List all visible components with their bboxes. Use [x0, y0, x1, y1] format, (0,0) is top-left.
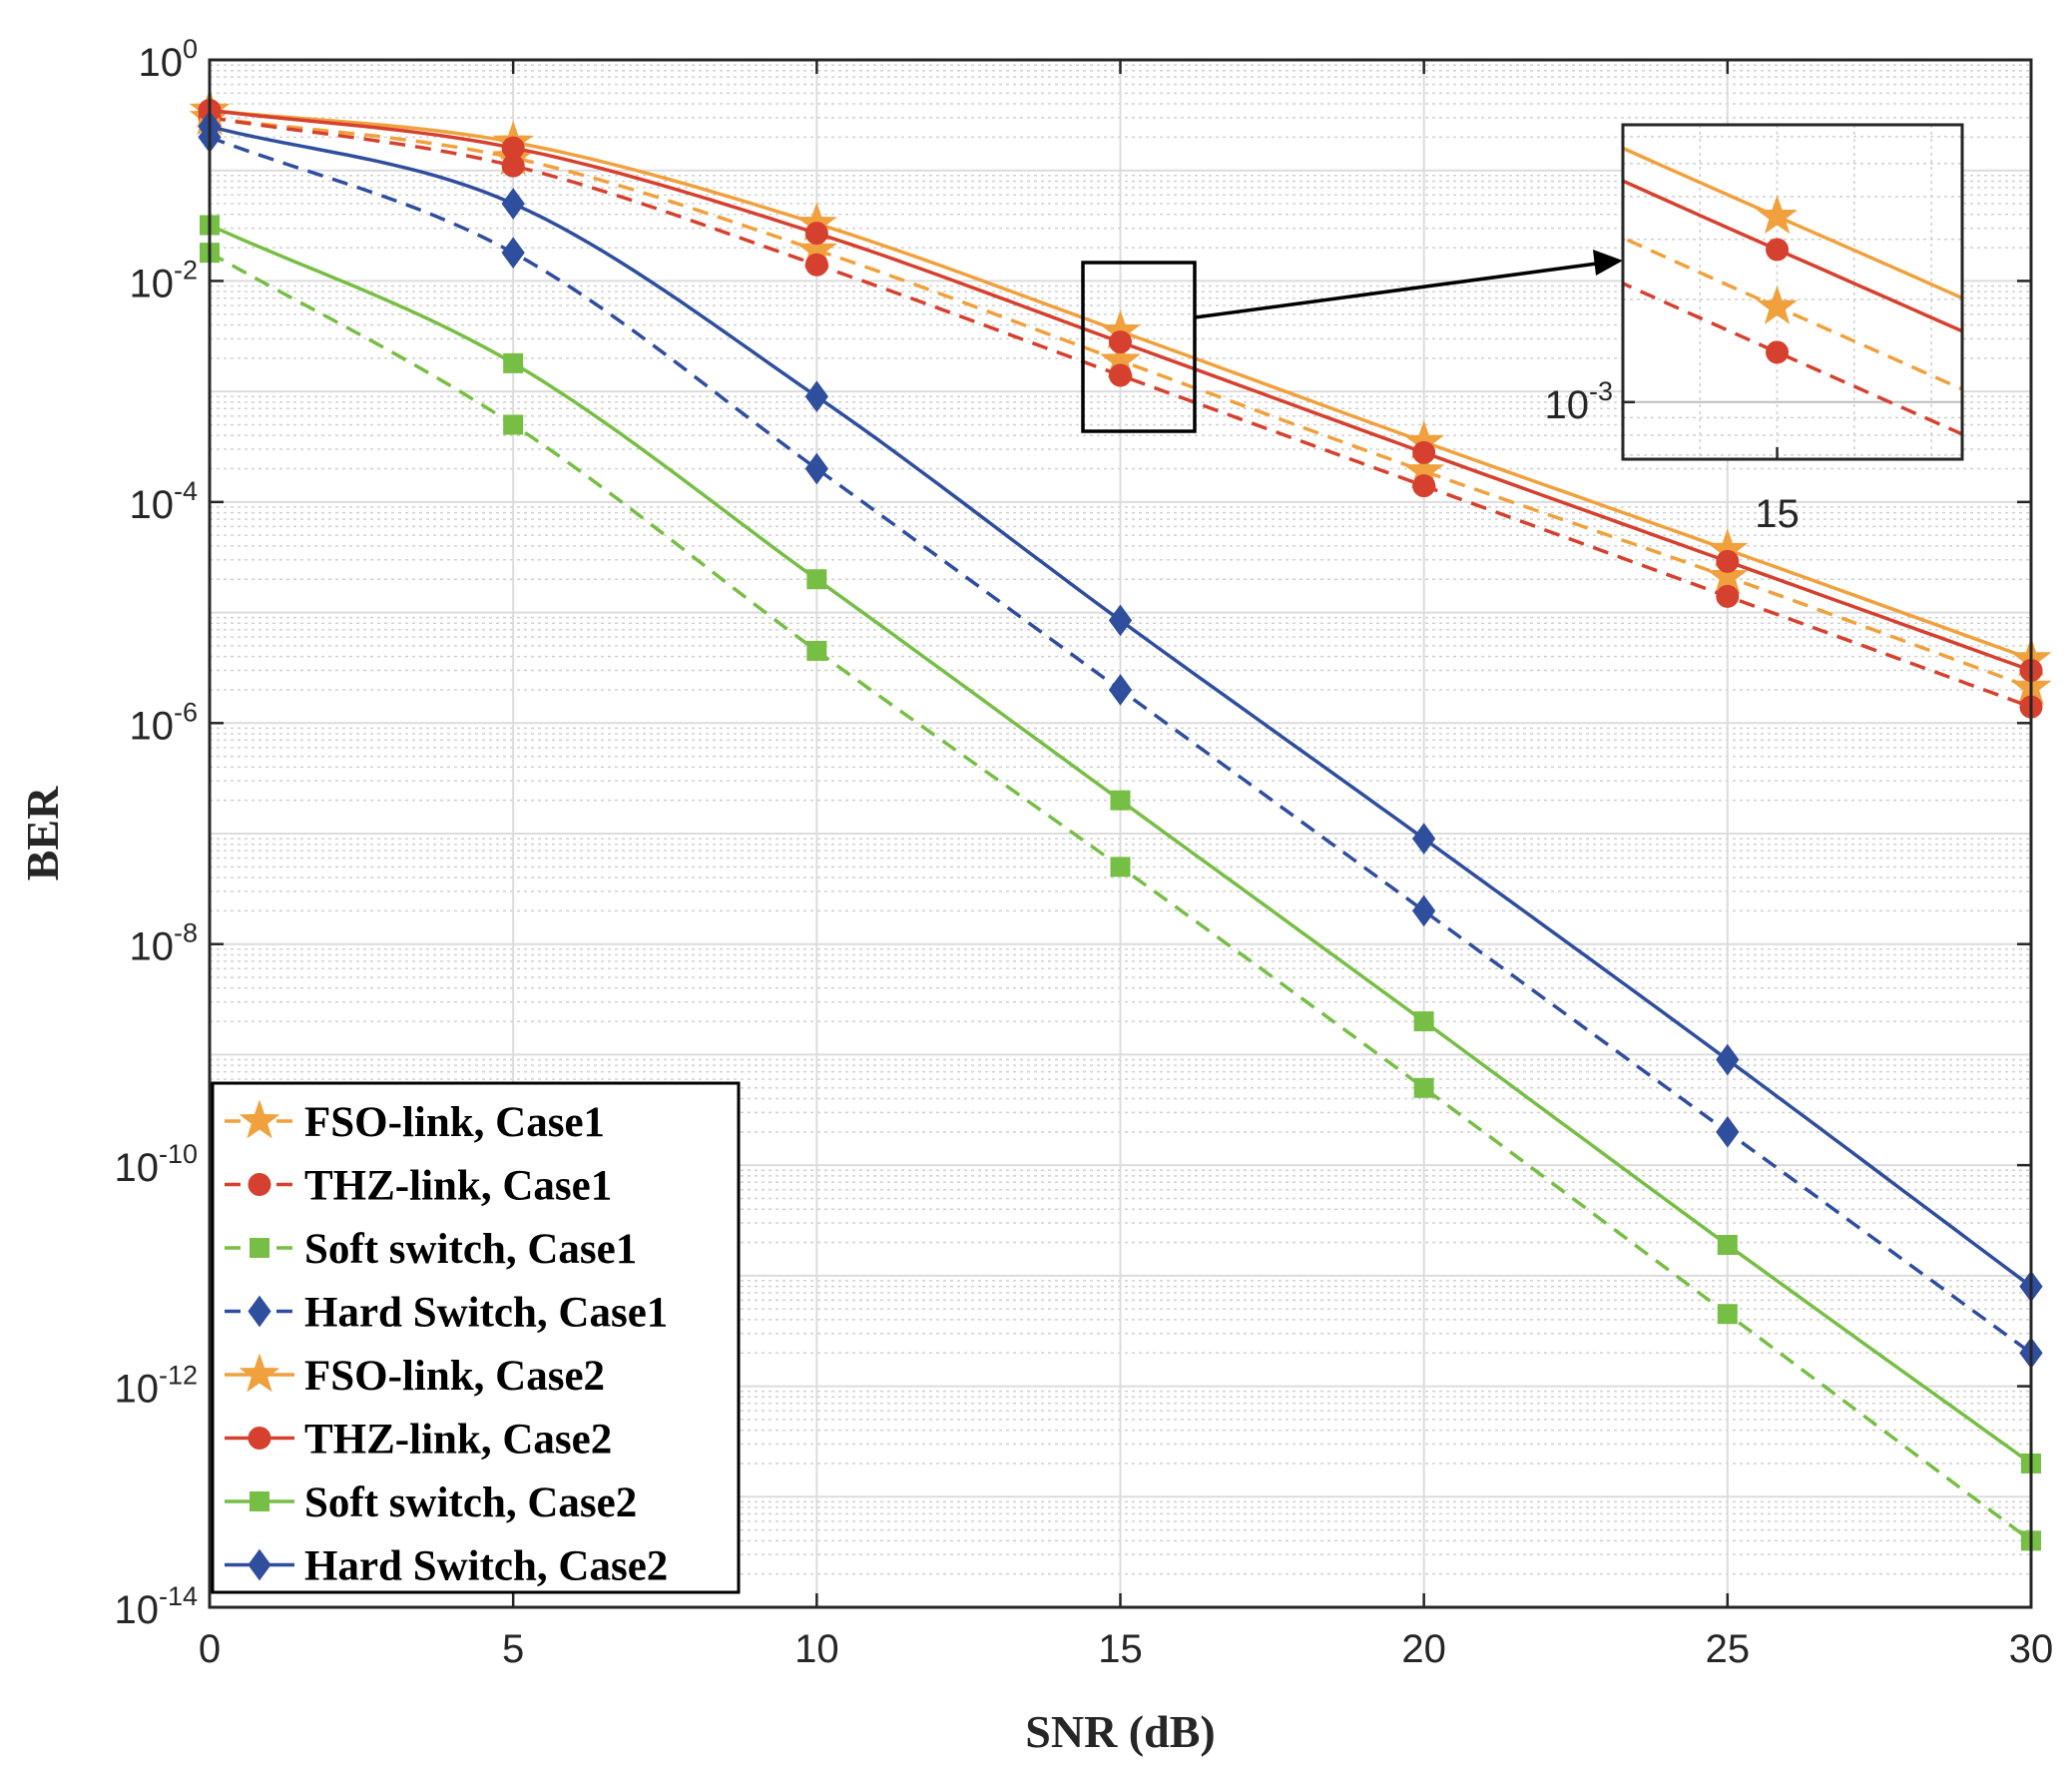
series-layer — [189, 88, 2052, 1551]
inset-frame — [1621, 123, 1964, 461]
circle-marker — [804, 222, 828, 246]
circle-marker — [1716, 549, 1740, 573]
legend-label: Soft switch, Case2 — [304, 1479, 637, 1526]
zoom-indicator — [1081, 250, 1623, 433]
x-tick-label: 10 — [794, 1627, 839, 1671]
circle-marker — [1412, 474, 1436, 498]
diamond-marker — [1412, 894, 1436, 927]
legend-entry: FSO-link, Case2 — [225, 1353, 605, 1400]
diamond-marker — [1716, 1115, 1740, 1148]
legend-entry: Hard Switch, Case2 — [225, 1543, 668, 1590]
legend-entry: FSO-link, Case1 — [225, 1099, 605, 1146]
circle-marker — [1766, 238, 1790, 262]
x-tick-label: 15 — [1098, 1627, 1143, 1671]
circle-marker — [1766, 340, 1790, 364]
circle-marker — [501, 136, 525, 160]
legend-label: THZ-link, Case2 — [304, 1417, 612, 1464]
circle-marker — [1716, 584, 1740, 608]
legend-entry: THZ-link, Case2 — [225, 1417, 612, 1464]
y-tick-label: 10-2 — [129, 255, 198, 305]
diamond-marker — [1108, 604, 1133, 637]
inset-y-tick-label: 10-3 — [1544, 376, 1613, 427]
circle-marker — [1109, 330, 1132, 354]
legend: FSO-link, Case1 THZ-link, Case1 Soft switc… — [211, 1081, 741, 1594]
legend-label: THZ-link, Case1 — [304, 1163, 612, 1210]
inset-series — [1623, 146, 1962, 436]
x-tick-label: 5 — [502, 1627, 524, 1671]
series-thz-link-case2 — [198, 98, 2043, 682]
square-marker — [503, 414, 524, 435]
diamond-marker — [1412, 823, 1436, 855]
square-marker — [1717, 1304, 1738, 1325]
square-marker — [1413, 1011, 1434, 1032]
x-axis-label: SNR (dB) — [1025, 1706, 1215, 1757]
y-tick-label: 10-4 — [129, 476, 198, 527]
square-marker — [503, 352, 524, 373]
legend-entry: THZ-link, Case1 — [225, 1163, 612, 1210]
legend-label: Soft switch, Case1 — [304, 1226, 637, 1273]
diamond-marker — [501, 188, 525, 220]
star-marker — [239, 1099, 280, 1139]
legend-entry: Soft switch, Case1 — [225, 1226, 637, 1273]
x-tick-label: 25 — [1706, 1627, 1751, 1671]
circle-marker — [1412, 440, 1436, 464]
square-marker — [1110, 790, 1131, 811]
y-tick-label: 100 — [138, 34, 198, 85]
square-marker — [806, 569, 827, 590]
zoom-arrow-line — [1194, 262, 1598, 319]
x-axis-ticks: 0 5 10 15 20 25 30 — [199, 60, 2053, 1671]
star-marker — [1757, 285, 1799, 324]
legend-entry: Hard Switch, Case1 — [225, 1290, 668, 1337]
inset-zoom-plot: 15 10-3 — [1544, 123, 1964, 536]
diamond-marker — [248, 1295, 271, 1328]
x-tick-label: 20 — [1401, 1627, 1446, 1671]
star-marker — [1757, 195, 1799, 235]
legend-label: Hard Switch, Case2 — [304, 1543, 668, 1590]
inset-x-tick-label: 15 — [1755, 492, 1800, 536]
series-hard-switch-case2 — [198, 110, 2043, 1303]
y-tick-label: 10-6 — [129, 697, 198, 748]
y-axis-ticks: 100 10-2 10-4 10-6 10-8 10-10 10-12 10-14 — [114, 34, 2031, 1632]
y-tick-label: 10-12 — [114, 1361, 198, 1412]
legend-label: Hard Switch, Case1 — [304, 1290, 668, 1337]
legend-label: FSO-link, Case2 — [304, 1353, 605, 1400]
x-tick-label: 0 — [199, 1627, 221, 1671]
y-tick-label: 10-14 — [114, 1581, 198, 1632]
circle-marker — [248, 1427, 271, 1450]
zoom-box — [1081, 261, 1197, 433]
diamond-marker — [248, 1548, 271, 1581]
diamond-marker — [1108, 674, 1133, 706]
circle-marker — [1109, 363, 1132, 387]
x-tick-label: 30 — [2009, 1627, 2054, 1671]
circle-marker — [248, 1173, 271, 1196]
diamond-marker — [1716, 1043, 1740, 1076]
square-marker — [1110, 857, 1131, 878]
diamond-marker — [501, 237, 525, 270]
y-tick-label: 10-10 — [114, 1139, 198, 1190]
diamond-marker — [804, 452, 828, 485]
star-marker — [239, 1353, 280, 1393]
circle-marker — [804, 253, 828, 277]
series-soft-switch-case2 — [200, 215, 2041, 1474]
square-marker — [250, 1491, 269, 1511]
legend-entry: Soft switch, Case2 — [225, 1479, 637, 1526]
square-marker — [806, 640, 827, 661]
square-marker — [1717, 1234, 1738, 1255]
legend-label: FSO-link, Case1 — [304, 1099, 605, 1146]
square-marker — [250, 1238, 269, 1258]
zoom-arrow-head — [1593, 250, 1623, 276]
legend-box — [211, 1081, 741, 1594]
y-axis-label: BER — [17, 786, 68, 881]
y-tick-label: 10-8 — [129, 918, 198, 969]
inset-background — [1623, 125, 1962, 459]
square-marker — [1413, 1077, 1434, 1098]
diamond-marker — [804, 380, 828, 413]
